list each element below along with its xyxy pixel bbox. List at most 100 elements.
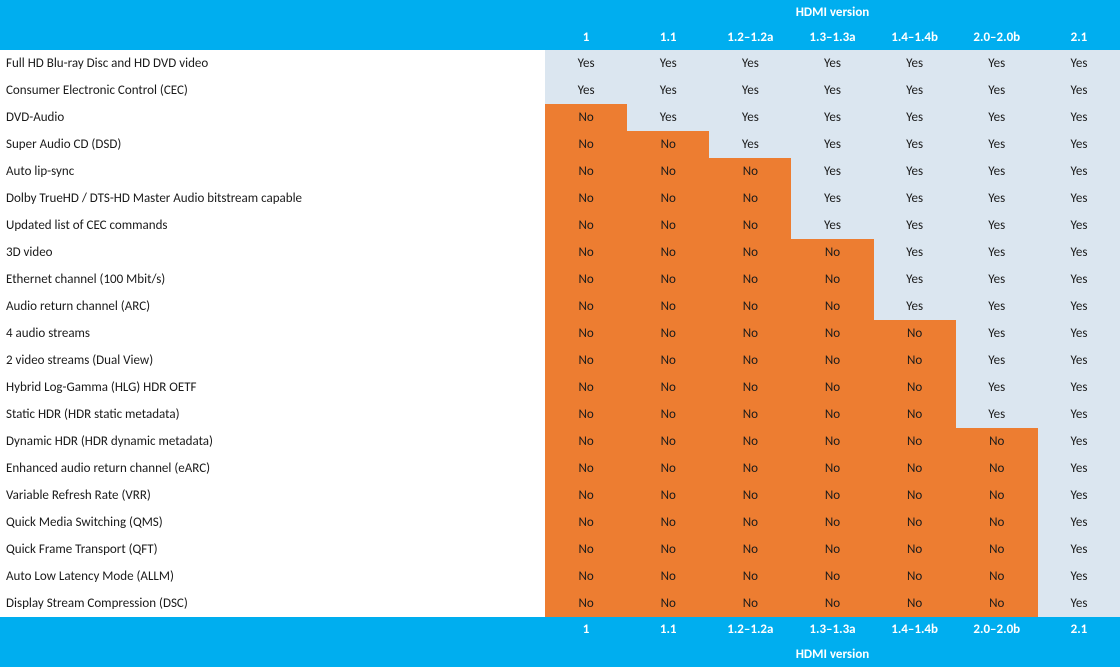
value-cell: No	[874, 536, 956, 563]
value-cell: Yes	[1038, 509, 1120, 536]
header-version-cell: 1	[545, 25, 627, 50]
value-cell: Yes	[709, 77, 791, 104]
table-header-top: HDMI version 1 1.1 1.2–1.2a 1.3–1.3a 1.4…	[0, 0, 1120, 50]
feature-label: Enhanced audio return channel (eARC)	[0, 455, 545, 482]
value-cell: No	[874, 401, 956, 428]
value-cell: Yes	[791, 104, 873, 131]
footer-version-cell: 1.3–1.3a	[791, 617, 873, 642]
value-cell: No	[709, 239, 791, 266]
table-row: 4 audio streamsNoNoNoNoNoYesYes	[0, 320, 1120, 347]
value-cell: No	[545, 320, 627, 347]
feature-label: Auto lip-sync	[0, 158, 545, 185]
value-cell: Yes	[956, 374, 1038, 401]
value-cell: Yes	[1038, 131, 1120, 158]
table-row: Ethernet channel (100 Mbit/s)NoNoNoNoYes…	[0, 266, 1120, 293]
value-cell: Yes	[874, 293, 956, 320]
value-cell: Yes	[791, 212, 873, 239]
table-header-bottom: 1 1.1 1.2–1.2a 1.3–1.3a 1.4–1.4b 2.0–2.0…	[0, 617, 1120, 667]
header-version-cell: 1.2–1.2a	[709, 25, 791, 50]
header-super-label-bottom: HDMI version	[545, 642, 1120, 667]
value-cell: No	[874, 428, 956, 455]
value-cell: Yes	[956, 347, 1038, 374]
value-cell: No	[791, 428, 873, 455]
value-cell: No	[791, 401, 873, 428]
value-cell: Yes	[791, 77, 873, 104]
value-cell: No	[791, 590, 873, 617]
value-cell: No	[956, 482, 1038, 509]
table-row: Consumer Electronic Control (CEC)YesYesY…	[0, 77, 1120, 104]
table-row: Updated list of CEC commandsNoNoNoYesYes…	[0, 212, 1120, 239]
value-cell: Yes	[791, 158, 873, 185]
value-cell: Yes	[627, 50, 709, 77]
value-cell: Yes	[1038, 347, 1120, 374]
value-cell: No	[545, 266, 627, 293]
value-cell: No	[791, 482, 873, 509]
value-cell: No	[627, 374, 709, 401]
value-cell: No	[874, 509, 956, 536]
value-cell: Yes	[874, 239, 956, 266]
value-cell: Yes	[791, 50, 873, 77]
value-cell: No	[627, 266, 709, 293]
value-cell: No	[709, 185, 791, 212]
value-cell: Yes	[956, 266, 1038, 293]
value-cell: Yes	[874, 212, 956, 239]
value-cell: No	[791, 347, 873, 374]
value-cell: No	[545, 185, 627, 212]
table-body: Full HD Blu-ray Disc and HD DVD videoYes…	[0, 50, 1120, 617]
value-cell: No	[627, 320, 709, 347]
header-version-cell: 2.1	[1038, 25, 1120, 50]
value-cell: Yes	[709, 50, 791, 77]
value-cell: No	[545, 482, 627, 509]
value-cell: No	[874, 563, 956, 590]
footer-version-cell: 1.4–1.4b	[874, 617, 956, 642]
value-cell: No	[627, 185, 709, 212]
value-cell: Yes	[874, 158, 956, 185]
value-cell: Yes	[1038, 455, 1120, 482]
value-cell: No	[627, 590, 709, 617]
value-cell: No	[956, 563, 1038, 590]
value-cell: Yes	[1038, 104, 1120, 131]
value-cell: Yes	[1038, 293, 1120, 320]
value-cell: Yes	[1038, 212, 1120, 239]
value-cell: Yes	[1038, 374, 1120, 401]
value-cell: Yes	[1038, 320, 1120, 347]
value-cell: Yes	[956, 50, 1038, 77]
value-cell: No	[545, 401, 627, 428]
value-cell: No	[545, 239, 627, 266]
value-cell: Yes	[874, 77, 956, 104]
value-cell: No	[545, 104, 627, 131]
value-cell: No	[709, 212, 791, 239]
value-cell: No	[627, 158, 709, 185]
feature-label: Consumer Electronic Control (CEC)	[0, 77, 545, 104]
feature-label: Audio return channel (ARC)	[0, 293, 545, 320]
value-cell: Yes	[1038, 185, 1120, 212]
feature-label: Updated list of CEC commands	[0, 212, 545, 239]
value-cell: No	[709, 428, 791, 455]
value-cell: No	[545, 428, 627, 455]
header-version-cell: 1.3–1.3a	[791, 25, 873, 50]
feature-label: 3D video	[0, 239, 545, 266]
value-cell: Yes	[1038, 482, 1120, 509]
value-cell: No	[545, 536, 627, 563]
value-cell: No	[874, 347, 956, 374]
value-cell: No	[627, 293, 709, 320]
value-cell: No	[545, 590, 627, 617]
value-cell: Yes	[1038, 536, 1120, 563]
feature-label: Static HDR (HDR static metadata)	[0, 401, 545, 428]
value-cell: Yes	[956, 77, 1038, 104]
value-cell: Yes	[545, 50, 627, 77]
value-cell: No	[791, 455, 873, 482]
value-cell: No	[956, 509, 1038, 536]
value-cell: Yes	[956, 131, 1038, 158]
feature-label: Auto Low Latency Mode (ALLM)	[0, 563, 545, 590]
feature-label: Variable Refresh Rate (VRR)	[0, 482, 545, 509]
value-cell: No	[791, 266, 873, 293]
value-cell: No	[545, 293, 627, 320]
table-row: Dolby TrueHD / DTS-HD Master Audio bitst…	[0, 185, 1120, 212]
table-row: Quick Media Switching (QMS)NoNoNoNoNoNoY…	[0, 509, 1120, 536]
value-cell: No	[709, 374, 791, 401]
value-cell: Yes	[709, 131, 791, 158]
feature-label: Ethernet channel (100 Mbit/s)	[0, 266, 545, 293]
header-super-label-top: HDMI version	[545, 0, 1120, 25]
value-cell: No	[627, 239, 709, 266]
